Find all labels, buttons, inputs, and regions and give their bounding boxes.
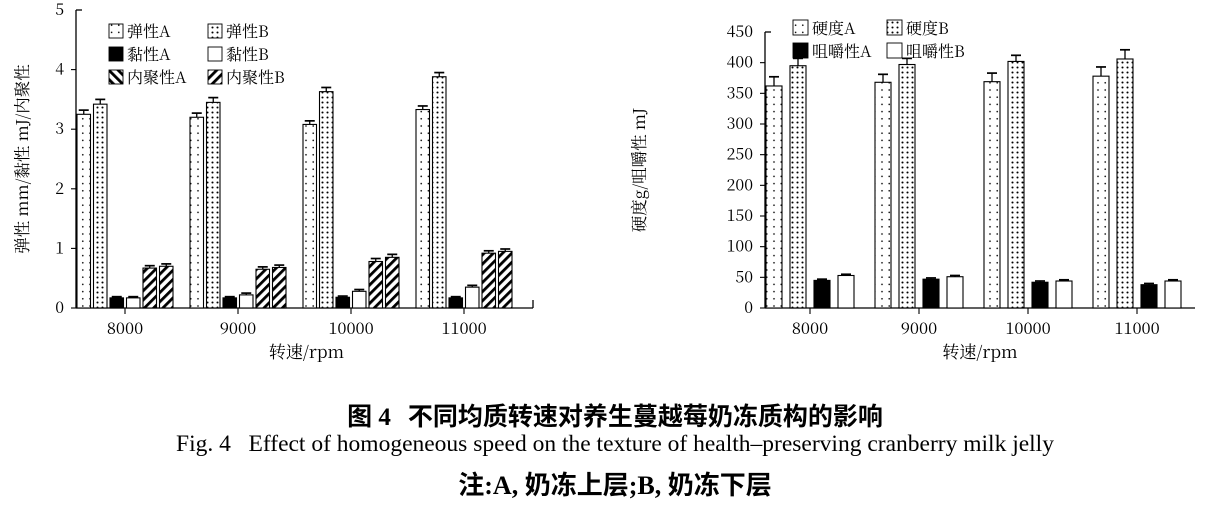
svg-text:内聚性B: 内聚性B bbox=[226, 65, 285, 88]
svg-text:咀嚼性A: 咀嚼性A bbox=[812, 39, 872, 62]
svg-text:转速/rpm: 转速/rpm bbox=[942, 338, 1017, 363]
svg-text:5: 5 bbox=[55, 0, 64, 20]
svg-text:咀嚼性B: 咀嚼性B bbox=[906, 39, 965, 62]
svg-text:内聚性A: 内聚性A bbox=[127, 65, 187, 88]
svg-text:0: 0 bbox=[55, 295, 64, 318]
svg-text:10000: 10000 bbox=[328, 315, 373, 339]
svg-text:3: 3 bbox=[55, 116, 64, 139]
svg-text:8000: 8000 bbox=[792, 315, 828, 339]
svg-text:弹性B: 弹性B bbox=[226, 19, 269, 42]
svg-text:400: 400 bbox=[727, 50, 754, 73]
svg-text:450: 450 bbox=[727, 19, 754, 42]
svg-text:50: 50 bbox=[735, 264, 753, 287]
svg-text:0: 0 bbox=[744, 295, 753, 318]
svg-text:250: 250 bbox=[727, 142, 754, 165]
svg-text:100: 100 bbox=[727, 234, 754, 257]
svg-text:转速/rpm: 转速/rpm bbox=[269, 338, 344, 363]
svg-text:350: 350 bbox=[727, 80, 754, 103]
svg-text:黏性A: 黏性A bbox=[127, 42, 171, 65]
svg-text:9000: 9000 bbox=[220, 315, 256, 339]
svg-text:弹性 mm/黏性 mJ/内聚性: 弹性 mm/黏性 mJ/内聚性 bbox=[9, 64, 33, 254]
svg-text:硬度g/咀嚼性 mJ: 硬度g/咀嚼性 mJ bbox=[626, 107, 650, 232]
svg-text:黏性B: 黏性B bbox=[226, 42, 269, 65]
svg-text:2: 2 bbox=[55, 176, 64, 199]
svg-text:300: 300 bbox=[727, 111, 754, 134]
svg-text:10000: 10000 bbox=[1005, 315, 1050, 339]
svg-text:4: 4 bbox=[55, 57, 64, 80]
svg-text:硬度B: 硬度B bbox=[906, 16, 949, 39]
svg-text:9000: 9000 bbox=[901, 315, 937, 339]
svg-text:11000: 11000 bbox=[1114, 315, 1159, 339]
svg-text:150: 150 bbox=[727, 203, 754, 226]
svg-text:1: 1 bbox=[55, 235, 64, 258]
svg-text:弹性A: 弹性A bbox=[127, 19, 171, 42]
svg-text:200: 200 bbox=[727, 172, 754, 195]
svg-text:8000: 8000 bbox=[107, 315, 143, 339]
svg-text:硬度A: 硬度A bbox=[812, 16, 856, 39]
svg-text:11000: 11000 bbox=[441, 315, 486, 339]
